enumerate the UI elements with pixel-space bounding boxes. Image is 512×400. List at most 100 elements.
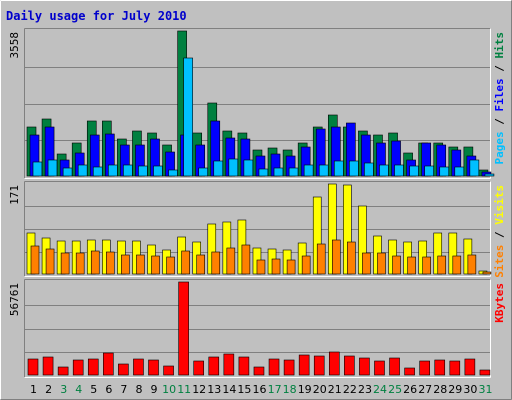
bar-sites-day-15 xyxy=(241,244,251,275)
bar-pages-day-5 xyxy=(92,166,103,177)
bar-pages-day-17 xyxy=(273,167,284,177)
bar-kbytes-day-30 xyxy=(464,358,476,376)
x-tick-label: 10 xyxy=(162,383,176,396)
x-tick-label: 5 xyxy=(90,383,97,396)
bar-pages-day-23 xyxy=(364,162,374,177)
panel-visits-sites: 171 Sites / Visits xyxy=(8,181,506,278)
bars xyxy=(27,281,491,376)
x-tick-label: 6 xyxy=(105,383,112,396)
bar-pages-day-14 xyxy=(228,158,239,177)
bar-kbytes-day-20 xyxy=(313,355,325,376)
bar-kbytes-day-29 xyxy=(449,360,461,376)
x-tick-label: 18 xyxy=(283,383,297,396)
bar-pages-day-3 xyxy=(62,167,73,177)
bar-sites-day-17 xyxy=(271,258,281,275)
bar-sites-day-5 xyxy=(90,250,100,275)
bar-pages-day-19 xyxy=(303,164,314,177)
x-tick-label: 7 xyxy=(120,383,127,396)
bar-kbytes-day-2 xyxy=(42,356,54,376)
bar-kbytes-day-1 xyxy=(27,358,39,376)
bar-kbytes-day-16 xyxy=(253,366,265,376)
x-tick-label: 23 xyxy=(358,383,372,396)
bar-pages-day-8 xyxy=(138,165,148,177)
bar-sites-day-19 xyxy=(301,255,311,275)
bar-sites-day-12 xyxy=(196,254,206,275)
legend: Sites / Visits xyxy=(493,185,506,278)
legend: Pages / Files / Hits xyxy=(493,32,506,165)
bar-sites-day-31 xyxy=(482,271,492,275)
x-tick-label: 26 xyxy=(403,383,417,396)
legend-entry: / xyxy=(493,225,506,245)
bar-pages-day-16 xyxy=(258,168,269,177)
bar-kbytes-day-28 xyxy=(434,359,446,376)
legend-entry: / xyxy=(493,112,506,132)
bar-kbytes-day-4 xyxy=(72,359,84,376)
x-tick-label: 28 xyxy=(433,383,447,396)
bar-sites-day-1 xyxy=(30,245,40,275)
bar-kbytes-day-5 xyxy=(87,358,99,376)
y-max-label: 171 xyxy=(8,185,21,205)
bar-sites-day-8 xyxy=(136,254,145,275)
bar-pages-day-13 xyxy=(213,160,224,177)
x-tick-label: 25 xyxy=(388,383,402,396)
panels-layer: 3558 Pages / Files / Hits 171 Sites / Visit… xyxy=(8,28,506,378)
x-tick-label: 3 xyxy=(60,383,67,396)
bar-sites-day-24 xyxy=(377,252,386,275)
bar-kbytes-day-12 xyxy=(193,360,205,376)
bar-pages-day-2 xyxy=(47,159,58,177)
bar-kbytes-day-23 xyxy=(359,357,370,376)
bar-pages-day-21 xyxy=(333,160,344,177)
x-tick-label: 20 xyxy=(313,383,327,396)
x-tick-label: 11 xyxy=(177,383,191,396)
bar-pages-day-7 xyxy=(123,164,133,177)
bar-sites-day-7 xyxy=(121,254,130,275)
bar-pages-day-4 xyxy=(77,164,88,177)
bars xyxy=(26,30,495,177)
x-tick-label: 9 xyxy=(151,383,158,396)
bar-sites-day-2 xyxy=(45,248,55,275)
bar-pages-day-18 xyxy=(288,167,299,177)
bar-kbytes-day-7 xyxy=(118,363,129,376)
bar-sites-day-21 xyxy=(331,239,341,275)
bar-pages-day-20 xyxy=(318,164,329,177)
x-tick-label: 8 xyxy=(136,383,143,396)
bar-pages-day-10 xyxy=(168,169,178,177)
bar-kbytes-day-21 xyxy=(328,351,340,376)
bar-sites-day-14 xyxy=(226,247,236,275)
bar-sites-day-18 xyxy=(286,259,296,275)
bar-kbytes-day-24 xyxy=(374,360,385,376)
bar-pages-day-25 xyxy=(394,164,404,177)
bar-pages-day-1 xyxy=(32,161,43,177)
chart-title: Daily usage for July 2010 xyxy=(6,9,187,23)
bar-kbytes-day-25 xyxy=(389,357,400,376)
bars xyxy=(26,183,492,275)
bar-kbytes-day-10 xyxy=(163,365,174,376)
bar-pages-day-6 xyxy=(108,164,118,177)
x-tick-label: 24 xyxy=(373,383,387,396)
bar-sites-day-29 xyxy=(452,255,462,275)
x-tick-label: 15 xyxy=(237,383,251,396)
bar-pages-day-9 xyxy=(153,165,163,177)
legend-entry: Sites xyxy=(493,245,506,278)
bar-kbytes-day-3 xyxy=(57,366,69,376)
legend: KBytes xyxy=(493,283,506,323)
bar-pages-day-31 xyxy=(484,173,495,177)
bar-sites-day-11 xyxy=(181,250,190,275)
x-tick-label: 12 xyxy=(192,383,206,396)
bar-pages-day-30 xyxy=(469,159,480,177)
bar-kbytes-day-15 xyxy=(238,356,250,376)
x-axis-labels: 1 2 3 4 5 6 7 8 9 10 11 12 13 14 15 16 17 18 19 20 21 22 23 24 2… xyxy=(30,383,493,396)
bar-sites-day-28 xyxy=(437,255,447,275)
legend-entry: Pages xyxy=(493,131,506,164)
bar-kbytes-day-11 xyxy=(178,281,189,376)
bar-sites-day-20 xyxy=(316,243,326,275)
bar-pages-day-15 xyxy=(243,159,254,177)
bar-sites-day-4 xyxy=(75,252,85,275)
bar-kbytes-day-17 xyxy=(268,358,280,376)
bar-pages-day-26 xyxy=(409,165,419,177)
x-tick-label: 30 xyxy=(463,383,477,396)
bar-kbytes-day-8 xyxy=(133,358,144,376)
bar-kbytes-day-18 xyxy=(283,359,295,376)
